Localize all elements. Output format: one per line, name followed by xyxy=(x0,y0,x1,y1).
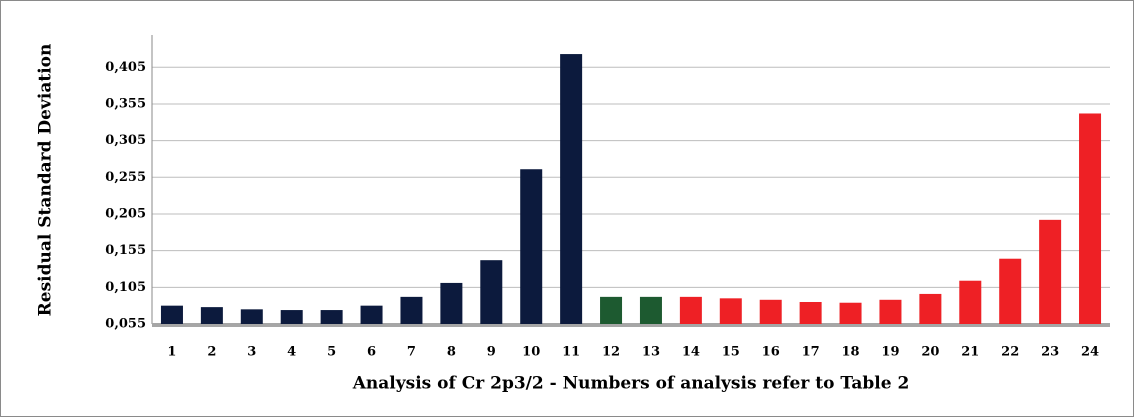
x-tick-label: 3 xyxy=(247,345,256,360)
bar xyxy=(639,296,662,324)
x-tick-label: 16 xyxy=(762,345,780,360)
bar xyxy=(959,280,982,324)
x-tick-label: 12 xyxy=(602,345,620,360)
x-axis-label: Analysis of Cr 2p3/2 - Numbers of analys… xyxy=(352,374,910,394)
bar xyxy=(919,293,942,324)
x-tick-label: 8 xyxy=(447,345,456,360)
y-tick-label: 0,055 xyxy=(105,317,146,332)
x-tick-label: 19 xyxy=(881,345,899,360)
x-tick-label: 7 xyxy=(407,345,416,360)
x-tick-label: 15 xyxy=(722,345,740,360)
bar xyxy=(200,307,223,324)
y-tick-label: 0,255 xyxy=(105,170,146,185)
bar xyxy=(719,298,742,324)
bar xyxy=(799,301,822,324)
bar xyxy=(759,299,782,324)
bar xyxy=(480,260,503,324)
bar xyxy=(879,299,902,324)
x-tick-label: 21 xyxy=(961,345,979,360)
x-tick-label: 13 xyxy=(642,345,660,360)
bar xyxy=(1079,113,1102,324)
bar xyxy=(1039,219,1062,324)
x-tick-label: 11 xyxy=(562,345,580,360)
bar xyxy=(679,296,702,324)
bar xyxy=(560,54,583,324)
x-tick-label: 2 xyxy=(207,345,216,360)
x-tick-label: 10 xyxy=(522,345,540,360)
x-tick-label: 18 xyxy=(841,345,859,360)
y-tick-label: 0,105 xyxy=(105,280,146,295)
bar xyxy=(240,309,263,324)
y-tick-label: 0,205 xyxy=(105,206,146,221)
bar xyxy=(440,282,463,324)
y-tick-label: 0,155 xyxy=(105,243,146,258)
x-tick-label: 4 xyxy=(287,345,296,360)
bar xyxy=(160,305,183,324)
y-axis-label: Residual Standard Deviation xyxy=(36,44,56,317)
x-tick-label: 20 xyxy=(921,345,939,360)
bar xyxy=(280,310,303,324)
x-tick-label: 14 xyxy=(682,345,700,360)
y-tick-label: 0,405 xyxy=(105,60,146,75)
bar xyxy=(360,305,383,324)
x-tick-label: 24 xyxy=(1081,345,1099,360)
x-tick-label: 5 xyxy=(327,345,336,360)
bar xyxy=(520,169,543,324)
x-tick-label: 1 xyxy=(167,345,176,360)
x-tick-label: 17 xyxy=(802,345,820,360)
bar xyxy=(400,296,423,324)
x-tick-label: 23 xyxy=(1041,345,1059,360)
bar xyxy=(999,258,1022,324)
bar xyxy=(600,296,623,324)
x-tick-label: 9 xyxy=(487,345,496,360)
x-tick-label: 6 xyxy=(367,345,376,360)
x-tick-label: 22 xyxy=(1001,345,1019,360)
bar xyxy=(839,302,862,324)
baseline xyxy=(152,323,1110,327)
bar xyxy=(320,310,343,324)
y-tick-label: 0,355 xyxy=(105,96,146,111)
y-tick-label: 0,305 xyxy=(105,133,146,148)
